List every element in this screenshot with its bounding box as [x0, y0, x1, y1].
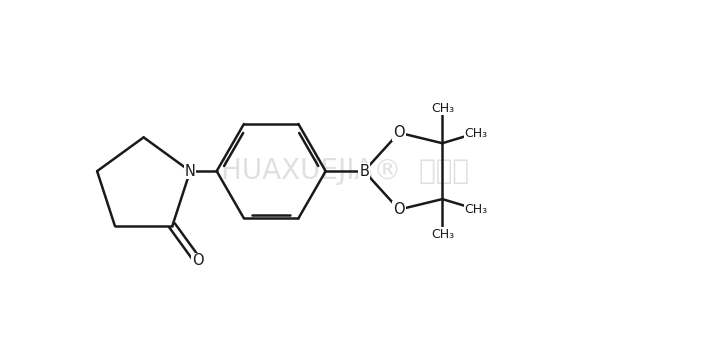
Text: O: O: [192, 253, 204, 268]
Text: CH₃: CH₃: [431, 227, 454, 240]
Text: CH₃: CH₃: [431, 102, 454, 115]
Text: B: B: [359, 164, 369, 179]
Text: O: O: [393, 125, 405, 140]
Text: HUAXUEJIA®  化学加: HUAXUEJIA® 化学加: [221, 157, 469, 185]
Text: CH₃: CH₃: [464, 203, 487, 216]
Text: CH₃: CH₃: [464, 127, 487, 140]
Text: N: N: [185, 164, 195, 179]
Text: O: O: [393, 202, 405, 217]
